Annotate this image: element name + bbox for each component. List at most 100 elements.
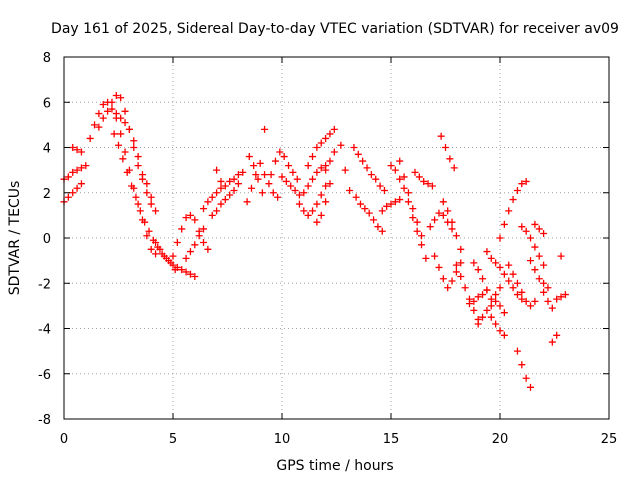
data-point: [500, 331, 508, 339]
data-point: [313, 168, 321, 176]
data-point: [527, 383, 535, 391]
data-point: [363, 164, 371, 172]
series-sat-ay: [553, 291, 569, 303]
data-point: [444, 284, 452, 292]
data-point: [130, 137, 138, 145]
series-sat-ag: [426, 209, 456, 233]
data-point: [483, 306, 491, 314]
data-point: [418, 232, 426, 240]
data-point: [518, 295, 526, 303]
data-point: [487, 295, 495, 303]
data-point: [518, 180, 526, 188]
data-point: [531, 297, 539, 305]
data-point: [437, 132, 445, 140]
data-point: [221, 182, 229, 190]
data-point: [313, 200, 321, 208]
data-point: [326, 157, 334, 165]
series-sat-s: [278, 162, 330, 199]
data-point: [522, 374, 530, 382]
data-point: [505, 277, 513, 285]
data-point: [470, 259, 478, 267]
data-point: [426, 223, 434, 231]
series-sat-ar: [505, 261, 539, 310]
data-point: [269, 189, 277, 197]
data-point: [191, 216, 199, 224]
data-point: [391, 198, 399, 206]
series-sat-ai: [437, 132, 458, 172]
data-point: [108, 98, 116, 106]
series-sat-z: [346, 186, 354, 194]
data-point: [313, 218, 321, 226]
data-point: [267, 171, 275, 179]
data-point: [295, 200, 303, 208]
data-point: [182, 268, 190, 276]
series-sat-as: [513, 347, 535, 391]
data-point: [548, 304, 556, 312]
data-point: [261, 171, 269, 179]
data-point: [230, 186, 238, 194]
data-point: [73, 166, 81, 174]
data-point: [557, 293, 565, 301]
data-point: [217, 177, 225, 185]
data-point: [271, 157, 279, 165]
data-point: [115, 141, 122, 149]
data-point: [186, 211, 194, 219]
data-point: [420, 177, 428, 185]
data-point: [69, 144, 77, 151]
data-point: [396, 196, 404, 204]
data-point: [457, 259, 465, 267]
data-point: [531, 220, 539, 228]
data-point: [359, 157, 367, 165]
series-sat-m: [208, 180, 242, 219]
series-sat-ao: [483, 248, 526, 303]
data-point: [404, 198, 412, 206]
data-point: [123, 168, 131, 176]
data-point: [474, 266, 482, 274]
series-sat-an: [474, 297, 508, 328]
data-point: [282, 177, 290, 185]
data-point: [200, 225, 208, 233]
data-point: [457, 272, 465, 280]
data-point: [261, 125, 269, 133]
series-sat-au: [527, 257, 552, 292]
data-point: [134, 200, 142, 208]
data-point: [77, 148, 85, 156]
data-point: [317, 164, 325, 172]
data-point: [492, 320, 500, 328]
data-point: [300, 189, 308, 197]
data-point: [461, 284, 469, 292]
data-point: [341, 166, 349, 174]
data-point: [125, 125, 133, 133]
data-point: [208, 211, 216, 219]
data-point: [134, 162, 142, 170]
data-point: [217, 184, 225, 192]
data-point: [160, 252, 168, 260]
data-point: [496, 302, 504, 310]
x-axis-label: GPS time / hours: [276, 458, 393, 474]
data-point: [442, 144, 449, 151]
series-sat-av: [531, 220, 548, 237]
series-sat-h: [138, 171, 160, 215]
y-axis-label: SDTVAR / TECUs: [7, 181, 23, 296]
series-sat-ap: [487, 313, 508, 339]
x-tick-labels: 0 5 10 15 20 25: [60, 432, 617, 447]
data-point: [108, 105, 116, 113]
data-point: [239, 168, 247, 176]
series-sat-l: [200, 168, 247, 213]
data-point: [448, 218, 456, 226]
data-point: [99, 101, 107, 109]
series-sat-g: [112, 110, 142, 161]
data-point: [435, 209, 443, 217]
data-point: [77, 164, 85, 172]
data-point: [208, 193, 216, 201]
data-point: [513, 347, 521, 355]
data-point: [169, 252, 177, 260]
series-sat-ae: [396, 157, 426, 240]
data-point: [354, 150, 362, 158]
data-point: [141, 218, 149, 226]
data-point: [531, 243, 539, 251]
data-point: [317, 211, 325, 219]
data-point: [309, 153, 317, 161]
y-tick-label: -6: [38, 368, 51, 383]
series-sat-ac: [378, 196, 404, 215]
